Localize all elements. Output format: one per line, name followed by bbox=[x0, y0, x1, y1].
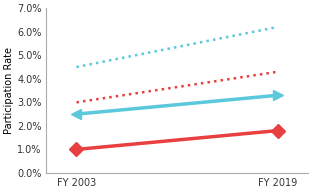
Y-axis label: Participation Rate: Participation Rate bbox=[4, 47, 14, 134]
